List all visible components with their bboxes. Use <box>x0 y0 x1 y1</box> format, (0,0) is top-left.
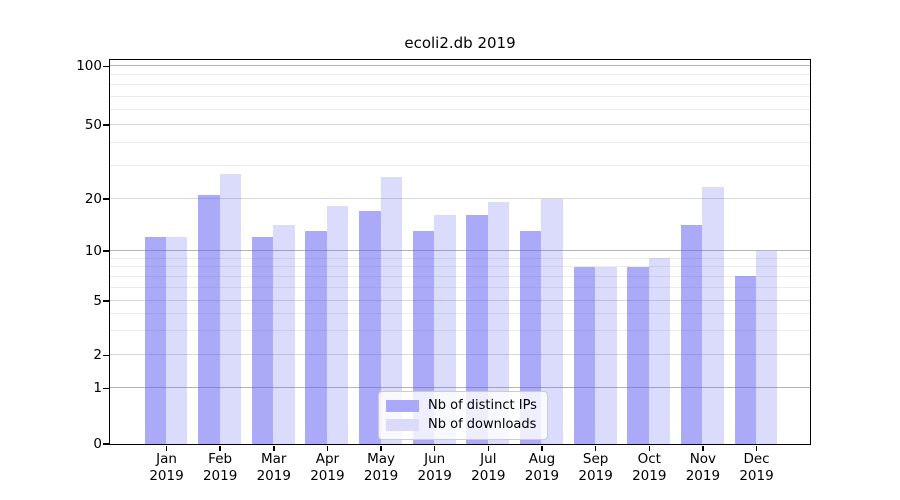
y-tick-label: 0 <box>93 436 102 452</box>
x-tick-mark <box>541 445 543 451</box>
y-tick-mark <box>103 387 109 390</box>
y-tick-mark <box>103 443 109 445</box>
gridline-minor-labeled <box>109 124 810 126</box>
gridline-major <box>109 250 810 252</box>
legend-item-downloads: Nb of downloads <box>386 417 537 433</box>
legend-label-distinct-ips: Nb of distinct IPs <box>428 398 537 413</box>
gridline-minor <box>109 313 810 315</box>
y-tick-mark <box>103 198 109 200</box>
y-tick-mark <box>103 124 109 126</box>
gridline-minor <box>109 286 810 288</box>
bar-nb-of-distinct-ips-nov <box>680 225 703 444</box>
gridline-minor <box>109 275 810 277</box>
x-tick-mark <box>702 445 704 451</box>
x-tick-label-jul: Jul 2019 <box>471 451 506 484</box>
y-tick-label: 10 <box>84 243 102 259</box>
x-tick-mark <box>326 445 329 451</box>
gridline-major <box>109 65 810 67</box>
x-tick-label-jun: Jun 2019 <box>417 451 452 484</box>
legend-swatch-downloads-icon <box>386 419 419 431</box>
y-tick-label: 1 <box>93 380 102 397</box>
x-tick-mark <box>487 445 490 451</box>
y-tick-mark <box>103 354 109 357</box>
x-tick-label-nov: Nov 2019 <box>685 451 721 484</box>
bar-nb-of-downloads-jan <box>166 236 188 444</box>
x-tick-mark <box>594 445 597 451</box>
bar-nb-of-distinct-ips-oct <box>627 266 649 444</box>
x-tick-mark <box>755 445 758 451</box>
y-tick-label: 2 <box>93 347 102 364</box>
bar-nb-of-distinct-ips-jun <box>412 230 435 444</box>
bar-nb-of-distinct-ips-apr <box>305 230 327 444</box>
x-tick-label-apr: Apr 2019 <box>310 451 345 484</box>
bar-nb-of-distinct-ips-feb <box>198 194 220 444</box>
y-tick-mark <box>103 250 109 252</box>
legend-label-downloads: Nb of downloads <box>428 417 537 432</box>
x-tick-mark <box>380 445 382 451</box>
bar-nb-of-distinct-ips-aug <box>520 230 542 444</box>
bar-nb-of-downloads-oct <box>648 258 671 444</box>
x-tick-mark <box>219 445 221 451</box>
plot-canvas <box>109 60 810 444</box>
bar-nb-of-downloads-may <box>380 177 402 444</box>
chart-title: ecoli2.db 2019 <box>404 34 516 52</box>
gridline-minor-labeled <box>109 300 810 301</box>
x-tick-label-dec: Dec 2019 <box>739 451 774 484</box>
x-tick-mark <box>433 445 436 451</box>
gridline-minor <box>109 95 810 97</box>
bar-nb-of-downloads-aug <box>541 198 563 444</box>
bar-nb-of-distinct-ips-dec <box>734 276 757 444</box>
bar-nb-of-downloads-jun <box>434 215 456 444</box>
y-tick-label: 5 <box>93 292 102 309</box>
legend: Nb of distinct IPs Nb of downloads <box>378 391 548 440</box>
bar-nb-of-downloads-apr <box>326 206 349 444</box>
x-tick-label-jan: Jan 2019 <box>149 451 184 484</box>
x-tick-label-aug: Aug 2019 <box>524 451 560 484</box>
legend-swatch-distinct-ips-icon <box>386 400 419 412</box>
gridline-minor-labeled <box>109 354 810 356</box>
y-tick-label: 20 <box>84 191 102 207</box>
gridline-minor <box>109 74 810 76</box>
bar-nb-of-distinct-ips-may <box>359 210 381 444</box>
x-tick-label-mar: Mar 2019 <box>256 451 291 484</box>
y-tick-label: 50 <box>84 117 102 133</box>
gridline-minor <box>109 84 810 86</box>
legend-item-distinct-ips: Nb of distinct IPs <box>386 398 537 414</box>
y-tick-label: 100 <box>76 58 102 75</box>
bar-nb-of-distinct-ips-mar <box>251 236 274 444</box>
x-tick-label-oct: Oct 2019 <box>632 451 667 484</box>
gridline-minor <box>109 165 810 167</box>
y-tick-mark <box>103 65 109 68</box>
bar-nb-of-distinct-ips-jan <box>144 236 166 444</box>
bar-nb-of-distinct-ips-sep <box>573 266 596 444</box>
gridline-minor-labeled <box>109 198 810 200</box>
bar-nb-of-downloads-dec <box>756 250 778 444</box>
x-tick-mark <box>165 445 168 451</box>
bar-nb-of-distinct-ips-jul <box>466 215 488 444</box>
bar-nb-of-downloads-sep <box>595 266 617 444</box>
x-tick-label-may: May 2019 <box>363 451 399 484</box>
x-tick-mark <box>648 445 650 451</box>
x-tick-label-sep: Sep 2019 <box>578 451 613 484</box>
x-tick-label-feb: Feb 2019 <box>202 451 238 484</box>
gridline-major <box>109 387 810 389</box>
bar-nb-of-downloads-nov <box>702 187 724 444</box>
gridline-minor <box>109 142 810 144</box>
x-tick-mark <box>273 445 275 451</box>
y-tick-mark <box>103 300 109 302</box>
gridline-minor <box>109 108 810 110</box>
plot-area <box>108 58 811 445</box>
bar-nb-of-downloads-feb <box>219 174 242 444</box>
bar-nb-of-downloads-mar <box>273 225 295 444</box>
bar-nb-of-downloads-jul <box>487 202 510 444</box>
gridline-minor <box>109 266 810 268</box>
gridline-minor <box>109 257 810 259</box>
gridline-minor <box>109 330 810 332</box>
